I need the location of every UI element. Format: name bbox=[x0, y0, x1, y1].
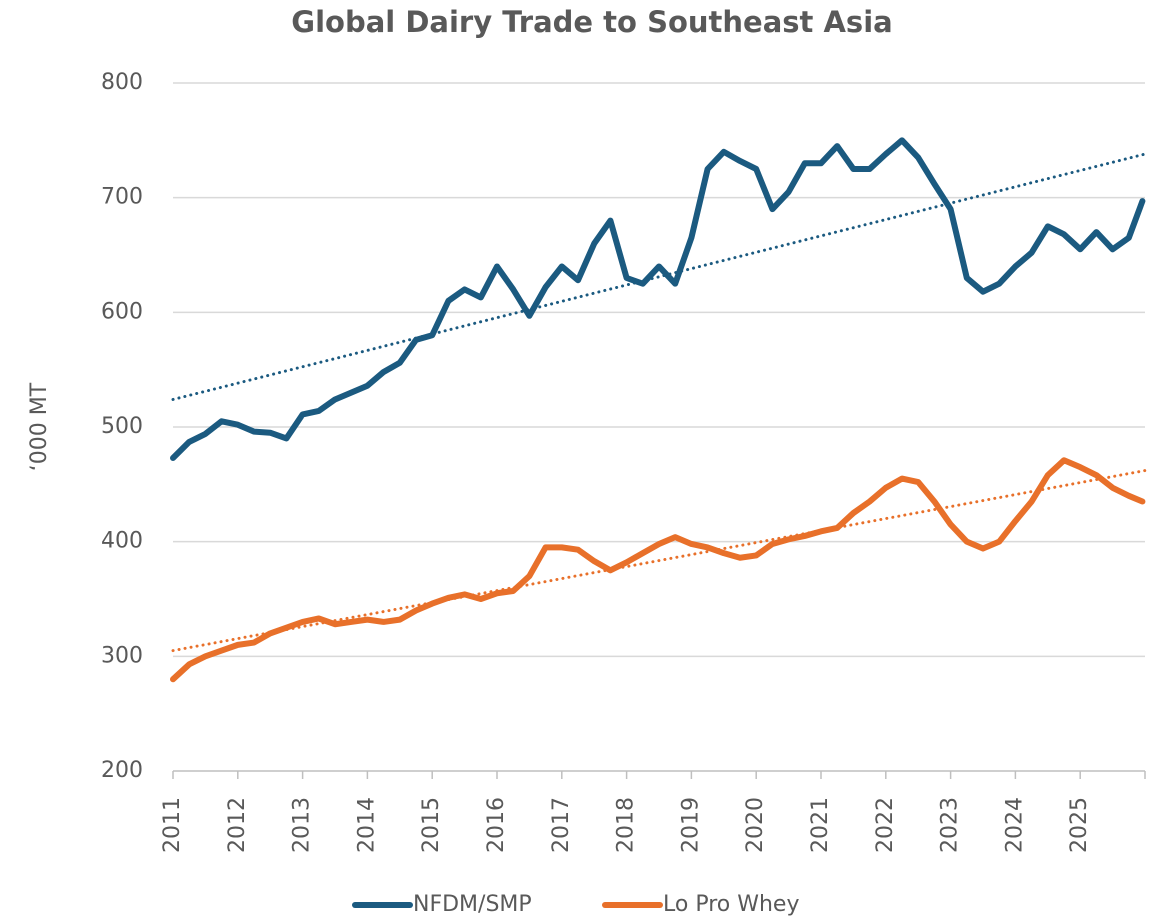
series-line bbox=[170, 457, 1146, 683]
x-tick-label: 2013 bbox=[290, 797, 315, 853]
legend-label: Lo Pro Whey bbox=[663, 892, 799, 917]
y-tick-label: 800 bbox=[101, 70, 143, 95]
x-tick-label: 2012 bbox=[225, 797, 250, 853]
trend-line bbox=[171, 152, 1147, 401]
chart-title: Global Dairy Trade to Southeast Asia bbox=[291, 5, 892, 39]
x-tick-label: 2023 bbox=[938, 797, 963, 853]
x-tick-label: 2016 bbox=[484, 797, 509, 853]
x-tick-label: 2018 bbox=[614, 797, 639, 853]
x-tick-label: 2021 bbox=[808, 797, 833, 853]
y-tick-label: 200 bbox=[101, 758, 143, 783]
x-tick-label: 2011 bbox=[160, 797, 185, 853]
x-tick-label: 2022 bbox=[873, 797, 898, 853]
x-tick-label: 2020 bbox=[743, 797, 768, 853]
y-tick-label: 500 bbox=[101, 414, 143, 439]
series-line bbox=[170, 137, 1146, 461]
x-tick-label: 2015 bbox=[419, 797, 444, 853]
y-tick-label: 700 bbox=[101, 185, 143, 210]
y-axis-label: ‘000 MT bbox=[27, 382, 52, 471]
x-tick-label: 2017 bbox=[549, 797, 574, 853]
y-tick-label: 300 bbox=[101, 643, 143, 668]
x-tick-label: 2014 bbox=[354, 797, 379, 853]
x-tick-label: 2025 bbox=[1067, 797, 1092, 853]
x-tick-label: 2019 bbox=[678, 797, 703, 853]
y-tick-label: 400 bbox=[101, 529, 143, 554]
trend-line bbox=[171, 469, 1147, 653]
legend-label: NFDM/SMP bbox=[413, 892, 532, 917]
y-tick-label: 600 bbox=[101, 299, 143, 324]
x-tick-label: 2024 bbox=[1002, 797, 1027, 853]
